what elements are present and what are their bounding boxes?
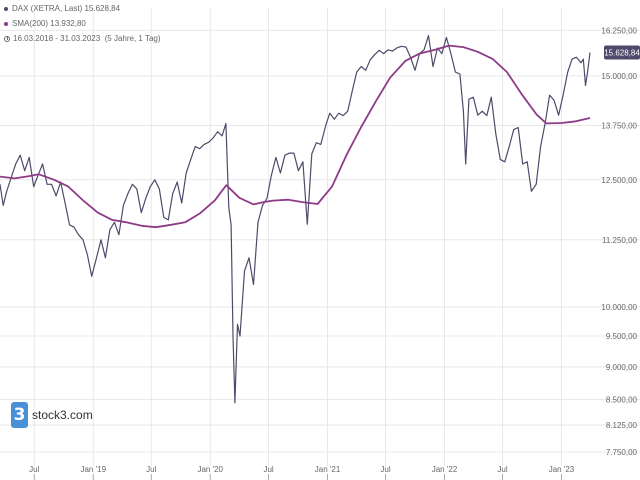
brand-name: stock3.com [32, 408, 93, 422]
x-tick-label: Jan '20 [197, 465, 223, 474]
last-value-badge: 15.628,84 [604, 45, 640, 60]
y-tick-label: 13.750,00 [601, 121, 637, 130]
x-tick-label: Jan '21 [315, 465, 341, 474]
y-tick-label: 11.250,00 [602, 236, 638, 245]
period-range: 16.03.2018 - 31.03.2023 [13, 34, 101, 43]
main-series-label: DAX (XETRA, Last) [12, 4, 83, 13]
x-tick-label: Jul [380, 465, 390, 474]
last-value-badge-text: 15.628,84 [604, 49, 640, 58]
clock-icon [4, 35, 10, 42]
y-tick-label: 12.500,00 [601, 176, 637, 185]
x-tick-label: Jan '22 [432, 465, 458, 474]
x-axis: Jul Jan '19 Jul Jan '20 Jul Jan '21 Jul Jan '22… [29, 465, 575, 480]
x-tick-label: Jul [263, 465, 273, 474]
main-series-value: 15.628,84 [84, 4, 121, 13]
y-tick-label: 16.250,00 [601, 26, 637, 35]
y-tick-label: 10.000,00 [601, 303, 637, 312]
period-interval: (5 Jahre, 1 Tag) [104, 34, 161, 43]
last-value-badge-bg [604, 45, 640, 60]
legend-period: 16.03.2018 - 31.03.2023 (5 Jahre, 1 Tag) [4, 34, 161, 43]
main-series-swatch [4, 6, 8, 11]
y-tick-label: 9.000,00 [606, 363, 638, 372]
brand-logo: 3 stock3.com [11, 402, 93, 428]
sma-label: SMA(200) [12, 19, 49, 28]
x-tick-label: Jan '23 [549, 465, 575, 474]
legend-main: DAX (XETRA, Last) 15.628,84 [4, 4, 120, 13]
y-tick-label: 15.000,00 [601, 72, 637, 81]
y-tick-label: 8.500,00 [606, 395, 638, 404]
grid [0, 8, 640, 466]
legend-sma: SMA(200) 13.932,80 [4, 19, 86, 28]
dax-price-line [0, 34, 591, 404]
stock3-logo-icon: 3 [11, 402, 28, 428]
sma-swatch [4, 21, 8, 26]
x-tick-label: Jul [29, 465, 39, 474]
series-layer [0, 34, 591, 404]
x-tick-label: Jan '19 [80, 465, 106, 474]
x-tick-label: Jul [146, 465, 156, 474]
sma200-line [0, 44, 591, 229]
sma-value: 13.932,80 [50, 19, 86, 28]
x-tick-label: Jul [497, 465, 507, 474]
y-tick-label: 7.750,00 [606, 448, 638, 457]
y-tick-label: 8.125,00 [606, 421, 638, 430]
y-tick-label: 9.500,00 [606, 332, 638, 341]
y-axis: 16.250,00 15.000,00 13.750,00 12.500,00 11.2… [601, 26, 637, 457]
